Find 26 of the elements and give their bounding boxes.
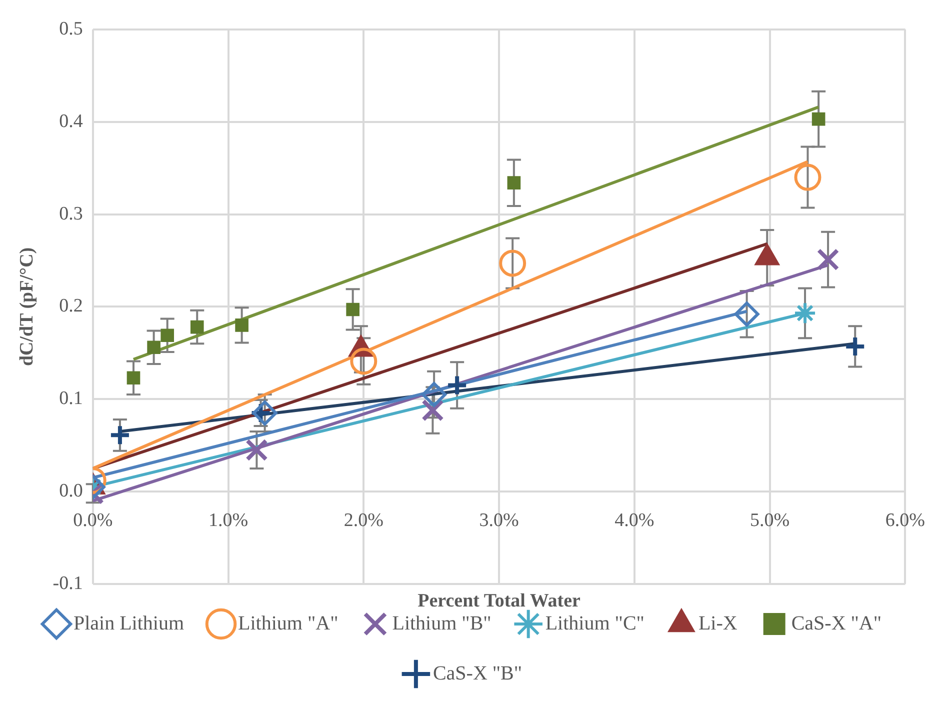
legend-label: Lithium "A": [238, 612, 338, 634]
y-tick-label: 0.4: [59, 110, 84, 132]
y-axis-title: dC/dT (pF/°C): [16, 247, 38, 366]
y-tick-label: 0.2: [59, 296, 83, 317]
y-tick-label: 0.3: [59, 203, 83, 224]
legend-label: CaS-X "B": [432, 662, 522, 684]
legend-label: Lithium "C": [545, 612, 644, 634]
x-tick-label: 2.0%: [344, 510, 384, 531]
x-tick-label: 5.0%: [750, 510, 790, 531]
point: [794, 164, 822, 191]
point: [812, 112, 826, 126]
y-tick-label: 0.0: [59, 480, 83, 502]
legend-label: Li-X: [698, 612, 738, 634]
x-tick-label: 1.0%: [208, 510, 248, 531]
x-tick-label: 0.0%: [73, 510, 113, 531]
x-tick-label: 6.0%: [885, 510, 926, 531]
x-axis-title: Percent Total Water: [418, 590, 582, 612]
legend-label: Plain Lithium: [73, 612, 184, 634]
x-tick-label: 3.0%: [479, 510, 520, 531]
y-tick-label: 0.1: [59, 388, 83, 410]
x-tick-label: 4.0%: [614, 510, 654, 531]
point: [507, 176, 521, 190]
legend-label: Lithium "B": [392, 612, 492, 634]
y-tick-label: 0.5: [59, 18, 83, 40]
legend-label: CaS-X "A": [791, 612, 882, 634]
y-tick-label: -0.1: [52, 572, 83, 594]
